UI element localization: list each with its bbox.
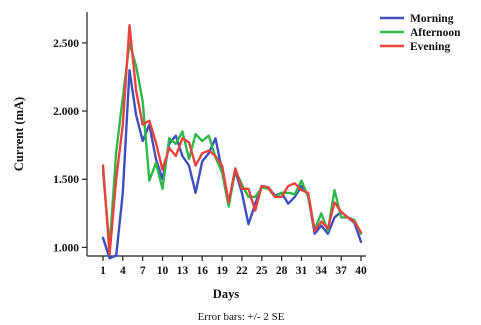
x-tick-label: 19 [216, 265, 228, 277]
y-axis-label: Current (mA) [12, 97, 26, 171]
x-tick-label: 22 [236, 265, 248, 277]
series-line-afternoon [101, 41, 363, 249]
legend: Morning Afternoon Evening [380, 13, 461, 53]
series-line-evening [101, 24, 363, 256]
x-tick-label: 28 [276, 265, 288, 277]
x-tick-label: 37 [335, 265, 347, 277]
y-axis: 1.000 1.500 2.000 2.500 [53, 12, 88, 256]
x-tick-label: 7 [140, 265, 146, 277]
legend-label-afternoon: Afternoon [410, 27, 461, 39]
x-axis: 1 4 7 10 13 16 19 22 25 28 31 34 37 40 [87, 255, 367, 277]
x-axis-label: Days [213, 287, 240, 301]
y-tick-label: 2.000 [53, 106, 79, 118]
x-tick-label: 40 [355, 265, 367, 277]
error-bars-note: Error bars: +/- 2 SE [198, 311, 285, 323]
series-lines [101, 24, 363, 260]
x-tick-label: 4 [120, 265, 126, 277]
y-tick-label: 1.000 [53, 242, 79, 254]
x-tick-label: 25 [256, 265, 268, 277]
x-tick-label: 10 [157, 265, 169, 277]
y-tick-label: 1.500 [53, 174, 79, 186]
x-tick-label: 31 [296, 265, 308, 277]
legend-label-evening: Evening [410, 41, 451, 53]
x-tick-label: 16 [196, 265, 208, 277]
x-tick-label: 34 [316, 265, 328, 277]
y-tick-label: 2.500 [53, 38, 79, 50]
legend-label-morning: Morning [410, 13, 454, 25]
x-tick-label: 13 [177, 265, 189, 277]
x-tick-label: 1 [100, 265, 106, 277]
